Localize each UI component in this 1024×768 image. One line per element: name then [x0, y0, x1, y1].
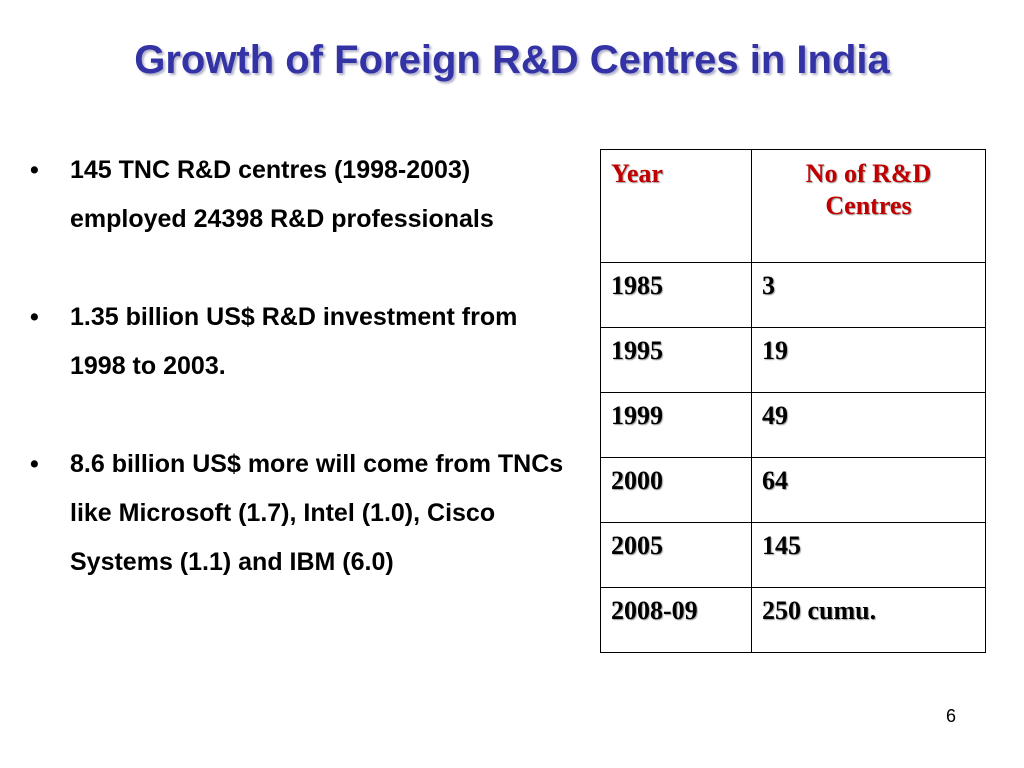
- rd-centres-table: Year No of R&D Centres 1985 3 1995 19 19…: [600, 149, 986, 653]
- cell-year: 1985: [600, 262, 752, 328]
- bullet-item: • 145 TNC R&D centres (1998-2003) employ…: [30, 146, 570, 244]
- cell-year: 1999: [600, 392, 752, 458]
- cell-count: 64: [751, 457, 986, 523]
- cell-year: 2008-09: [600, 587, 752, 653]
- table-row: 1985 3: [600, 262, 986, 328]
- bullet-text: 8.6 billion US$ more will come from TNCs…: [70, 450, 564, 576]
- table-row: 1999 49: [600, 392, 986, 458]
- cell-count: 145: [751, 522, 986, 588]
- cell-year: 2000: [600, 457, 752, 523]
- cell-count: 49: [751, 392, 986, 458]
- page-number: 6: [946, 706, 957, 726]
- slide-title: Growth of Foreign R&D Centres in India: [134, 38, 890, 82]
- table-header-row: Year No of R&D Centres: [600, 149, 986, 263]
- cell-year: 1995: [600, 327, 752, 393]
- table-row: 2008-09 250 cumu.: [600, 587, 986, 653]
- table-row: 1995 19: [600, 327, 986, 393]
- bullet-icon: •: [30, 450, 39, 478]
- cell-count: 3: [751, 262, 986, 328]
- bullet-text: 1.35 billion US$ R&D investment from 199…: [70, 303, 518, 380]
- header-count: No of R&D Centres: [751, 149, 986, 263]
- cell-count: 19: [751, 327, 986, 393]
- header-year: Year: [600, 149, 752, 263]
- cell-year: 2005: [600, 522, 752, 588]
- table-row: 2000 64: [600, 457, 986, 523]
- bullet-item: • 8.6 billion US$ more will come from TN…: [30, 440, 570, 587]
- bullet-icon: •: [30, 303, 39, 331]
- bullet-icon: •: [30, 156, 39, 184]
- bullet-list: • 145 TNC R&D centres (1998-2003) employ…: [30, 146, 570, 587]
- cell-count: 250 cumu.: [751, 587, 986, 653]
- table-row: 2005 145: [600, 522, 986, 588]
- bullet-item: • 1.35 billion US$ R&D investment from 1…: [30, 293, 570, 391]
- bullet-text: 145 TNC R&D centres (1998-2003) employed…: [70, 156, 494, 233]
